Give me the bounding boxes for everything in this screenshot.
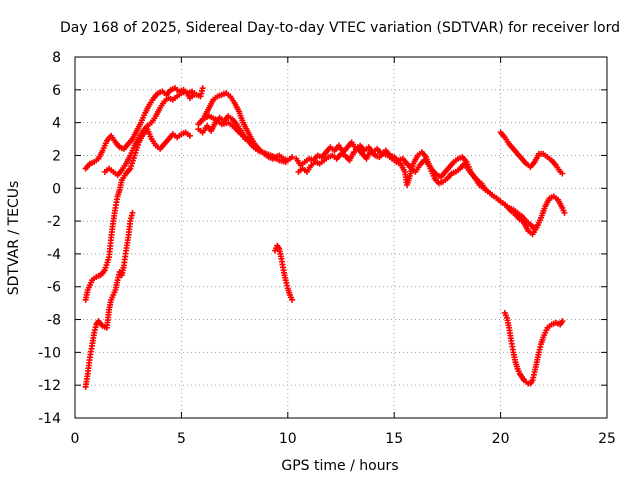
- data-point: [535, 219, 542, 226]
- data-point: [199, 85, 206, 92]
- x-tick-label: 25: [598, 431, 616, 447]
- x-tick-label: 20: [492, 431, 510, 447]
- data-point: [282, 159, 289, 166]
- y-tick-label: -8: [47, 313, 61, 329]
- series-arc11: [497, 129, 566, 177]
- y-tick-label: -2: [47, 214, 61, 230]
- data-point: [186, 132, 193, 139]
- y-tick-label: 2: [52, 148, 61, 164]
- data-point: [289, 154, 296, 161]
- series-arc12: [501, 309, 566, 387]
- y-tick-label: 8: [52, 50, 61, 66]
- data-point: [191, 91, 198, 98]
- data-point: [561, 209, 568, 216]
- series-arc3: [82, 126, 193, 303]
- y-axis-label: SDTVAR / TECUs: [6, 181, 22, 296]
- y-tick-label: -12: [38, 378, 61, 394]
- data-point: [559, 318, 566, 325]
- y-tick-label: -6: [47, 280, 61, 296]
- y-tick-label: -4: [47, 247, 61, 263]
- data-point: [129, 209, 136, 216]
- series-arc2: [101, 88, 198, 179]
- series-arc4: [82, 209, 136, 390]
- y-axis: 8 6 4 2 0 -2 -4 -6 -8 -10 -12 -14: [38, 50, 61, 427]
- data-point: [289, 296, 296, 303]
- data-point: [559, 170, 566, 177]
- chart-title: Day 168 of 2025, Sidereal Day-to-day VTE…: [60, 20, 620, 36]
- series-arc7: [195, 113, 289, 166]
- x-tick-label: 10: [279, 431, 297, 447]
- x-tick-label: 5: [177, 431, 186, 447]
- y-tick-label: 6: [52, 83, 61, 99]
- series-arc10: [293, 139, 542, 233]
- y-tick-label: -14: [38, 411, 61, 427]
- y-tick-label: -10: [38, 345, 61, 361]
- series-arc8: [272, 242, 296, 303]
- x-axis: 0 5 10 15 20 25: [71, 431, 616, 447]
- grid: [75, 57, 607, 418]
- y-tick-label: 0: [52, 181, 61, 197]
- axis-ticks: [74, 56, 608, 419]
- y-tick-label: 4: [52, 116, 61, 132]
- data-points: [82, 85, 568, 390]
- x-axis-label: GPS time / hours: [281, 458, 398, 474]
- x-tick-label: 0: [71, 431, 80, 447]
- plot-frame: [74, 56, 608, 419]
- x-tick-label: 15: [385, 431, 403, 447]
